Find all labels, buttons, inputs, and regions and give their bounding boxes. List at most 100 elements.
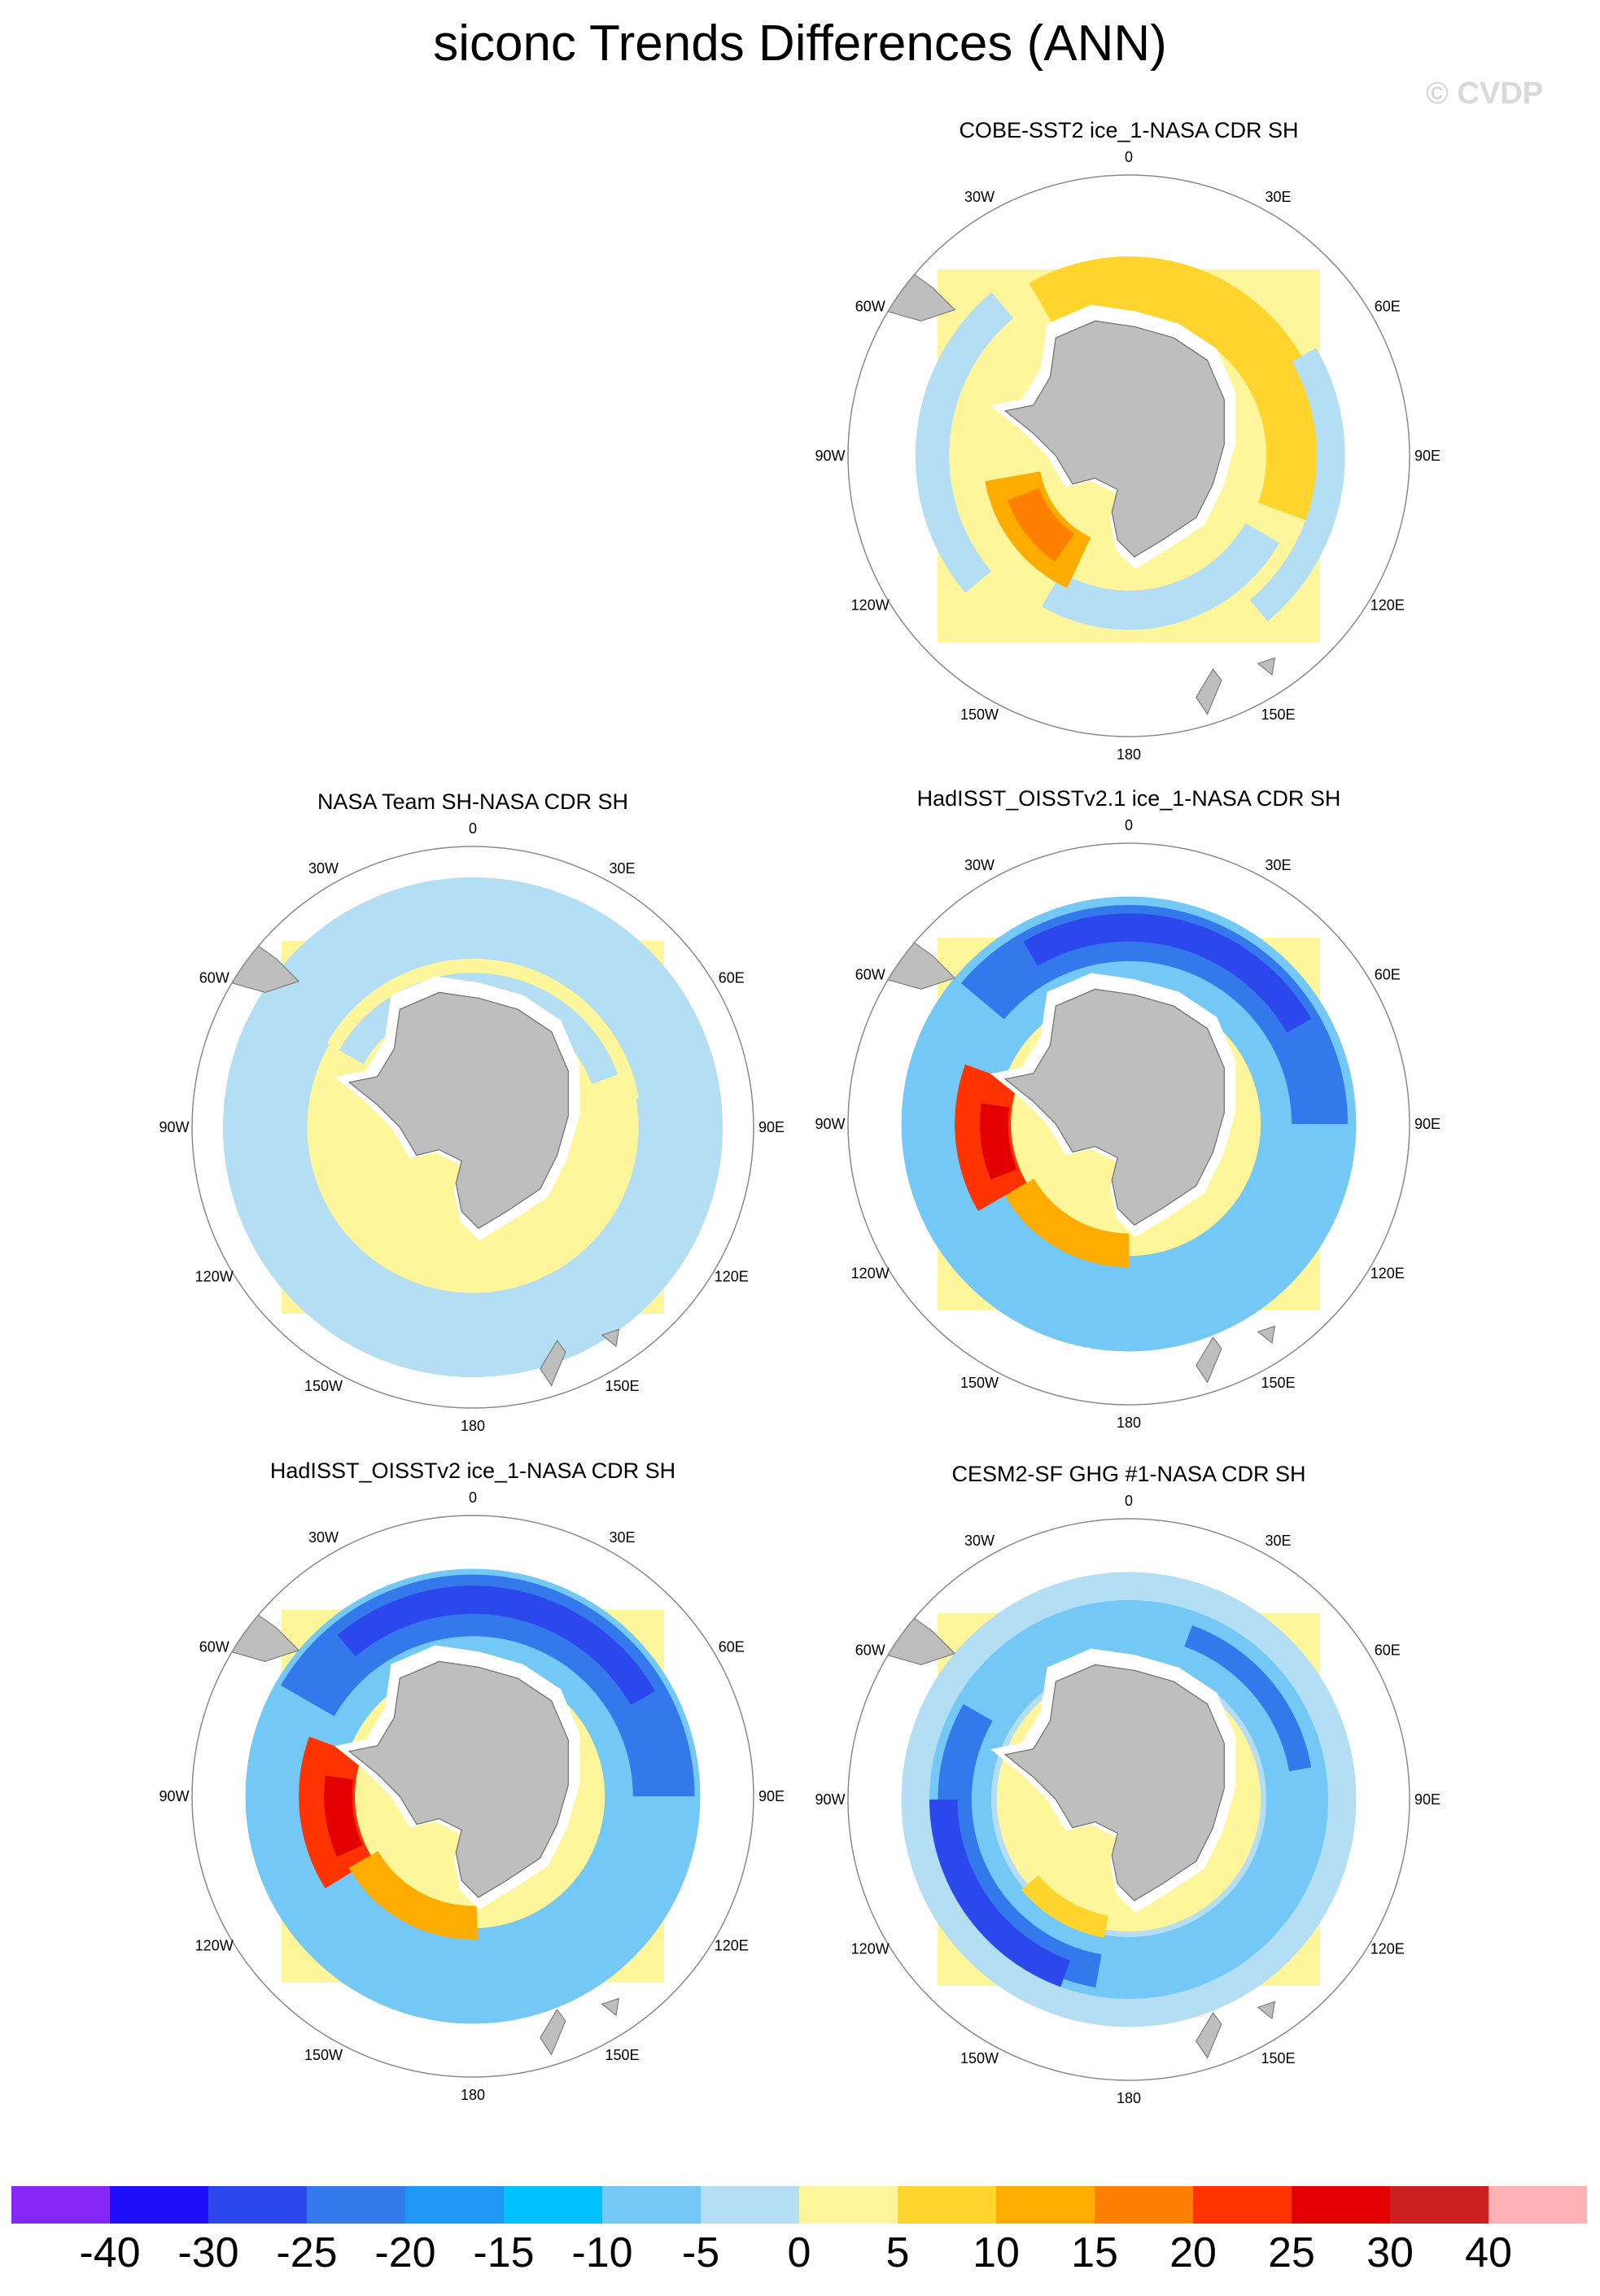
longitude-label: 150E (605, 1378, 639, 1394)
longitude-label: 90E (758, 1788, 785, 1804)
longitude-label: 120W (195, 1938, 234, 1954)
panel-title: NASA Team SH-NASA CDR SH (317, 789, 629, 814)
longitude-label: 180 (1117, 1415, 1141, 1431)
new-zealand-land (540, 1340, 566, 1387)
colorbar-label: 20 (1169, 2229, 1217, 2276)
trend-bands (901, 1572, 1357, 2027)
colorbar-box (110, 2186, 208, 2224)
longitude-label: 150W (304, 2047, 343, 2063)
longitude-label: 60W (855, 1642, 885, 1659)
colorbar-box (898, 2186, 996, 2224)
tasmania-land (1257, 2001, 1276, 2020)
colorbar-label: 0 (787, 2229, 811, 2276)
colorbar-box (1489, 2186, 1587, 2224)
longitude-label: 60W (855, 299, 885, 315)
panel-hadisst-oisstv2: HadISST_OISSTv2 ice_1-NASA CDR SH 0 30E 60… (107, 1459, 839, 2110)
longitude-label: 0 (1125, 817, 1133, 833)
new-zealand-land (1196, 668, 1222, 715)
longitude-label: 120W (851, 1266, 890, 1282)
colorbar-label: -15 (473, 2229, 535, 2276)
colorbar-label: 5 (885, 2229, 910, 2276)
colorbar-box (11, 2186, 110, 2224)
longitude-label: 120W (851, 1941, 890, 1957)
longitude-label: 120E (1370, 597, 1405, 614)
longitude-label: 30W (964, 1533, 995, 1549)
polar-map: 0 30E 60E 90E 120E 150E 180 150W 120W 90W 60W 30W (159, 820, 785, 1434)
cvdp-watermark: © CVDP (1426, 77, 1544, 111)
longitude-label: 120E (715, 1269, 749, 1285)
longitude-label: 30E (609, 860, 635, 877)
panel-nasa-team: NASA Team SH-NASA CDR SH 0 30E 60E 90E 120E 1… (107, 789, 839, 1441)
new-zealand-land (1196, 1336, 1222, 1384)
panel-cobe-sst2: COBE-SST2 ice_1-NASA CDR SH 0 30E 60E 90E 12… (763, 118, 1495, 769)
longitude-label: 30E (1265, 1533, 1291, 1549)
longitude-label: 30E (609, 1529, 635, 1546)
colorbar-label: 10 (973, 2229, 1020, 2276)
antarctica-land (348, 991, 569, 1229)
colorbar-box (701, 2186, 799, 2224)
longitude-label: 150E (1261, 706, 1295, 723)
antarctica-land (1003, 988, 1225, 1226)
longitude-label: 90W (159, 1788, 189, 1804)
colorbar-box (602, 2186, 701, 2224)
longitude-label: 180 (1117, 746, 1141, 763)
new-zealand-land (540, 2009, 566, 2056)
longitude-label: 30W (964, 189, 995, 205)
trend-bands (245, 1568, 701, 2024)
colorbar-label: -25 (276, 2229, 338, 2276)
longitude-label: 60W (855, 967, 885, 983)
longitude-label: 120E (1370, 1941, 1405, 1957)
longitude-label: 0 (1125, 149, 1133, 165)
polar-map: 0 30E 60E 90E 120E 150E 180 150W 120W 90W 60W 30W (159, 1489, 785, 2103)
longitude-label: 60W (199, 970, 230, 986)
colorbar-label: 15 (1071, 2229, 1118, 2276)
colorbar-label: -20 (374, 2229, 436, 2276)
colorbar-box (1193, 2186, 1292, 2224)
colorbar-box (1292, 2186, 1390, 2224)
antarctica-land (1003, 320, 1225, 558)
longitude-label: 30W (964, 857, 995, 873)
longitude-label: 120W (851, 597, 890, 614)
colorbar-box (1390, 2186, 1489, 2224)
longitude-label: 150W (960, 706, 999, 723)
map-boundary-circle (847, 174, 1410, 737)
map-boundary-circle (191, 1515, 754, 2078)
longitude-label: 30W (308, 1529, 339, 1546)
longitude-label: 120E (1370, 1266, 1405, 1282)
trend-bands (901, 896, 1357, 1352)
longitude-label: 30E (1265, 189, 1291, 205)
panel-title: CESM2-SF GHG #1-NASA CDR SH (951, 1462, 1306, 1486)
longitude-label: 150E (1261, 2050, 1295, 2066)
colorbar-label: -40 (79, 2229, 141, 2276)
longitude-label: 60E (719, 970, 745, 986)
longitude-label: 60E (719, 1639, 745, 1655)
colorbar-label: 25 (1268, 2229, 1315, 2276)
longitude-label: 120E (715, 1938, 749, 1954)
colorbar-label: 30 (1366, 2229, 1414, 2276)
longitude-label: 60E (1375, 967, 1401, 983)
colorbar (11, 2186, 1587, 2224)
new-zealand-land (1196, 2012, 1222, 2059)
panel-cesm2-sf-ghg: CESM2-SF GHG #1-NASA CDR SH 0 30E 60E 90E 12… (763, 1462, 1495, 2113)
colorbar-box (208, 2186, 307, 2224)
longitude-label: 60E (1375, 299, 1401, 315)
panel-title: HadISST_OISSTv2 ice_1-NASA CDR SH (269, 1459, 676, 1483)
longitude-label: 60E (1375, 1642, 1401, 1659)
map-boundary-circle (847, 1518, 1410, 2081)
longitude-label: 180 (1117, 2090, 1141, 2106)
colorbar-label: 40 (1465, 2229, 1512, 2276)
longitude-label: 150W (960, 1375, 999, 1391)
colorbar-label: -5 (681, 2229, 720, 2276)
tasmania-land (1257, 1325, 1276, 1345)
trend-bands (915, 256, 1345, 630)
panel-title: COBE-SST2 ice_1-NASA CDR SH (959, 118, 1299, 142)
longitude-label: 30W (308, 860, 339, 877)
antarctica-land (348, 1660, 569, 1898)
colorbar-box (504, 2186, 602, 2224)
longitude-label: 90E (1414, 448, 1440, 464)
colorbar-labels: -40 -30 -25 -20 -15 -10 -5 0 5 10 15 20 25 30 40 (11, 2228, 1587, 2285)
longitude-label: 0 (469, 820, 477, 837)
panel-hadisst-oisstv2-1: HadISST_OISSTv2.1 ice_1-NASA CDR SH 0 30E… (763, 786, 1495, 1437)
longitude-label: 60W (199, 1639, 230, 1655)
colorbar-box (307, 2186, 405, 2224)
